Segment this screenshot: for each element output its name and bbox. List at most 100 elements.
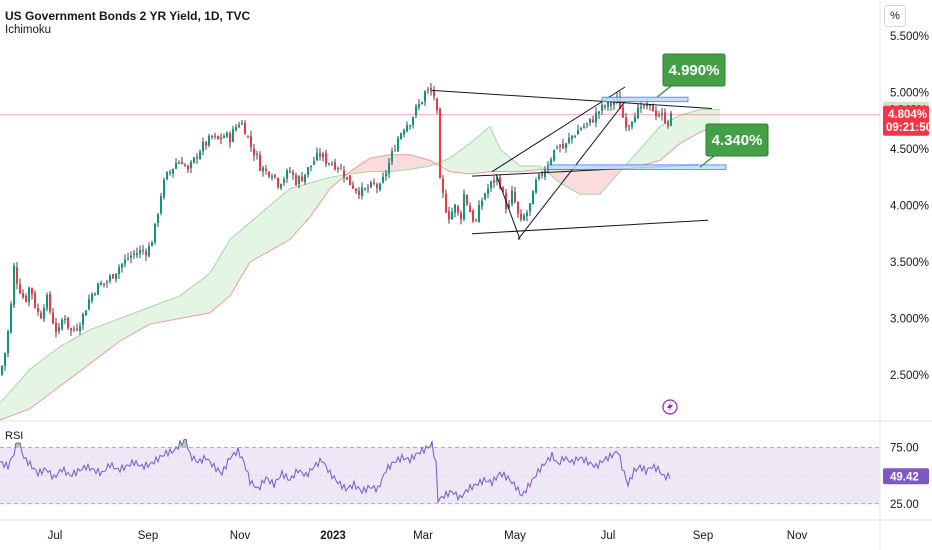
cloud-segment <box>150 305 153 325</box>
trendline[interactable] <box>495 173 521 240</box>
cloud-segment <box>330 176 333 189</box>
candle-body <box>115 273 117 280</box>
candle-body <box>550 159 552 166</box>
trendline[interactable] <box>431 89 713 109</box>
cloud-segment <box>291 187 294 239</box>
cloud-segment <box>642 143 645 166</box>
cloud-segment <box>456 151 459 173</box>
candle-body <box>583 126 585 128</box>
cloud-segment <box>267 205 270 253</box>
cloud-segment <box>384 155 387 172</box>
candle-body <box>127 257 129 259</box>
callout-box[interactable] <box>705 123 769 157</box>
cloud-segment <box>417 156 420 169</box>
candle-body <box>475 219 477 221</box>
candle-body <box>97 283 99 295</box>
cloud-segment <box>210 268 213 313</box>
candle-body <box>376 184 378 189</box>
unit-button[interactable]: % <box>884 5 906 27</box>
cloud-segment <box>180 293 183 319</box>
cloud-segment <box>360 162 363 173</box>
cloud-segment <box>690 111 693 138</box>
candle-body <box>181 161 183 165</box>
cloud-segment <box>153 304 156 324</box>
trendline[interactable] <box>471 219 709 235</box>
cloud-segment <box>681 114 684 143</box>
candle-body <box>232 128 234 142</box>
candle-body <box>451 211 453 220</box>
cloud-segment <box>198 280 201 316</box>
trendline[interactable] <box>517 101 626 240</box>
cloud-segment <box>102 324 105 355</box>
cloud-segment <box>111 320 114 348</box>
candle-body <box>148 246 150 257</box>
candle-body <box>274 174 276 178</box>
cloud-segment <box>396 154 399 171</box>
candle-body <box>385 173 387 177</box>
cloud-segment <box>57 346 60 389</box>
candle-body <box>646 103 648 107</box>
callout-box[interactable] <box>662 53 726 87</box>
rsi-line[interactable] <box>0 438 671 503</box>
candle-body <box>355 188 357 192</box>
candle-body <box>112 274 114 279</box>
cloud-segment <box>576 169 579 194</box>
candle-body <box>280 184 282 188</box>
cloud-segment <box>651 133 654 163</box>
candle-body <box>436 98 438 111</box>
support-zone[interactable] <box>547 164 727 170</box>
cloud-segment <box>582 168 585 195</box>
y-tick-label: 5.000% <box>890 88 929 100</box>
lightning-icon[interactable] <box>662 399 678 415</box>
candle-body <box>292 172 294 176</box>
cloud-segment <box>699 109 702 133</box>
indicator-label[interactable]: Ichimoku <box>5 24 52 36</box>
cloud-segment <box>366 158 369 173</box>
cloud-segment <box>99 325 102 357</box>
cloud-segment <box>276 197 279 248</box>
cloud-segment <box>72 338 75 378</box>
candle-body <box>373 182 375 184</box>
rsi-pane-label[interactable]: RSI <box>5 430 24 442</box>
cloud-segment <box>660 124 663 161</box>
cloud-segment <box>9 389 12 417</box>
resistance-zone[interactable] <box>601 96 689 103</box>
cloud-segment <box>711 109 714 128</box>
cloud-segment <box>171 298 174 321</box>
cloud-segment <box>489 127 492 172</box>
cloud-segment <box>465 144 468 174</box>
candle-body <box>205 141 207 146</box>
candle-body <box>640 106 642 108</box>
candle-body <box>160 196 162 214</box>
candle-body <box>79 326 81 331</box>
candle-body <box>412 116 414 126</box>
cloud-segment <box>129 313 132 336</box>
y-tick-label: 3.000% <box>890 313 929 325</box>
rsi-overbought-fill <box>15 439 433 448</box>
cloud-segment <box>609 166 612 185</box>
cloud-segment <box>42 357 45 400</box>
candle-body <box>388 162 390 174</box>
cloud-segment <box>378 156 381 172</box>
candle-body <box>298 176 300 185</box>
candle-body <box>415 106 417 116</box>
cloud-segment <box>426 159 429 167</box>
cloud-segment <box>528 166 531 171</box>
cloud-segment <box>585 168 588 195</box>
candle-body <box>472 210 474 222</box>
cloud-segment <box>39 360 42 402</box>
cloud-segment <box>474 137 477 174</box>
cloud-segment <box>468 142 471 174</box>
cloud-segment <box>693 110 696 137</box>
candle-body <box>34 292 36 308</box>
cloud-segment <box>162 301 165 322</box>
cloud-segment <box>519 165 522 172</box>
cloud-segment <box>66 341 69 382</box>
candle-body <box>526 212 528 216</box>
cloud-segment <box>639 146 642 167</box>
cloud-segment <box>300 184 303 229</box>
candle-body <box>391 151 393 162</box>
candle-body <box>217 136 219 139</box>
